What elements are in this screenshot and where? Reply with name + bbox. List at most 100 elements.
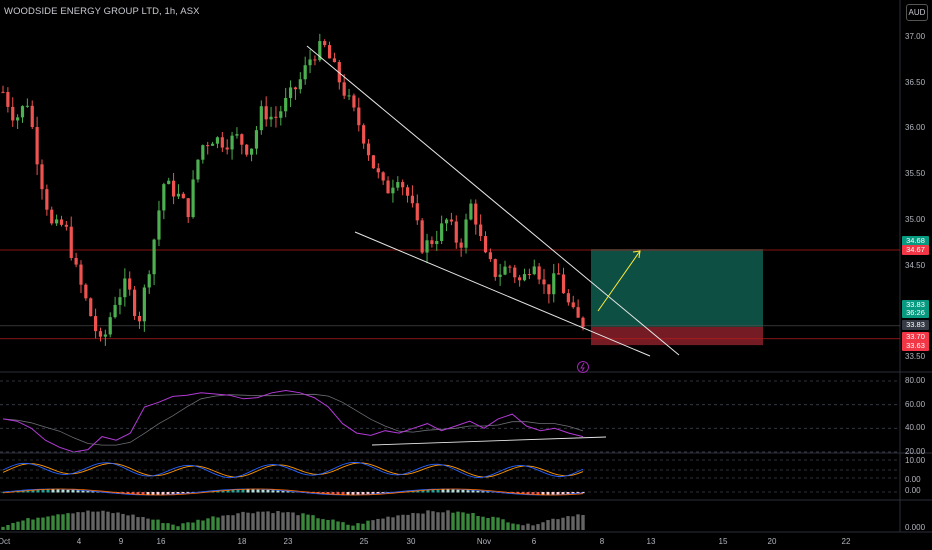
currency-button[interactable]: AUD bbox=[906, 4, 928, 21]
volume-bar bbox=[61, 514, 65, 530]
histogram-bar bbox=[471, 490, 475, 493]
volume-bar bbox=[551, 518, 555, 530]
volume-bar bbox=[96, 511, 100, 530]
candle-body bbox=[571, 302, 575, 308]
volume-bar bbox=[66, 513, 70, 530]
volume-bar bbox=[106, 511, 110, 530]
volume-bar bbox=[191, 522, 195, 530]
candle-body bbox=[474, 203, 478, 225]
price-tag: 34.67 bbox=[902, 245, 929, 255]
volume-bar bbox=[201, 520, 205, 530]
candle-body bbox=[420, 220, 424, 253]
price-tag: 33.63 bbox=[902, 341, 929, 351]
histogram-bar bbox=[381, 492, 385, 494]
histogram-bar bbox=[171, 492, 175, 495]
volume-bar bbox=[46, 516, 50, 530]
volume-bar bbox=[381, 518, 385, 530]
candle-body bbox=[454, 221, 458, 243]
candle-body bbox=[210, 143, 215, 146]
candle-body bbox=[284, 97, 288, 112]
candle-body bbox=[152, 239, 156, 275]
volume-bar bbox=[51, 515, 55, 530]
histogram-bar bbox=[546, 492, 550, 495]
candle-body bbox=[576, 307, 580, 318]
rsi-axis-label: 40.00 bbox=[905, 423, 926, 433]
histogram-bar bbox=[521, 492, 525, 495]
candle-body bbox=[532, 266, 536, 275]
candle-body bbox=[381, 172, 385, 181]
rsi-line bbox=[2, 389, 584, 453]
candle-body bbox=[274, 116, 278, 118]
histogram-bar bbox=[361, 492, 365, 495]
candle-body bbox=[123, 278, 127, 298]
volume-bar bbox=[541, 522, 545, 530]
candle-body bbox=[396, 182, 400, 188]
volume-bar bbox=[496, 517, 500, 530]
candle-body bbox=[181, 193, 185, 199]
histogram-bar bbox=[21, 490, 25, 493]
volume-bar bbox=[436, 512, 440, 530]
histogram-bar bbox=[91, 491, 95, 493]
candle-body bbox=[142, 287, 146, 322]
histogram-bar bbox=[341, 492, 345, 495]
histogram-bar bbox=[421, 490, 425, 493]
histogram-bar bbox=[376, 492, 380, 494]
volume-bar bbox=[451, 512, 455, 530]
volume-bar bbox=[116, 512, 120, 530]
candle-body bbox=[11, 106, 15, 121]
volume-bar bbox=[371, 520, 375, 530]
volume-bar bbox=[336, 521, 340, 530]
volume-bar bbox=[321, 519, 325, 530]
histogram-bar bbox=[251, 489, 255, 493]
volume-bar bbox=[31, 519, 35, 530]
target-zone bbox=[591, 249, 763, 327]
candle-body bbox=[435, 240, 439, 245]
volume-bar bbox=[246, 512, 250, 530]
histogram-bar bbox=[131, 492, 135, 495]
volume-bar bbox=[181, 523, 185, 530]
volume-bar bbox=[501, 519, 505, 530]
histogram-bar bbox=[201, 491, 205, 493]
volume-bar bbox=[356, 523, 360, 530]
volume-bar bbox=[121, 513, 125, 530]
volume-bar bbox=[576, 514, 580, 530]
candle-body bbox=[323, 41, 327, 46]
candle-body bbox=[113, 304, 117, 318]
histogram-bar bbox=[56, 489, 60, 493]
volume-bar bbox=[556, 519, 560, 530]
volume-bar bbox=[396, 515, 400, 530]
volume-bar bbox=[326, 519, 330, 530]
candle-body bbox=[245, 144, 249, 155]
histogram-bar bbox=[186, 492, 190, 494]
candle-body bbox=[30, 105, 34, 128]
volume-bar bbox=[226, 515, 230, 530]
candle-body bbox=[527, 274, 531, 276]
histogram-bar bbox=[271, 490, 275, 493]
candle-body bbox=[410, 195, 415, 204]
histogram-bar bbox=[151, 492, 155, 495]
volume-bar bbox=[426, 510, 430, 530]
candle-body bbox=[464, 219, 468, 248]
candle-body bbox=[254, 130, 259, 149]
histogram-bar bbox=[461, 489, 465, 493]
histogram-bar bbox=[556, 492, 560, 495]
alert-icon bbox=[577, 361, 589, 373]
volume-bar bbox=[416, 513, 420, 530]
histogram-bar bbox=[571, 492, 575, 494]
candle-body bbox=[425, 240, 429, 253]
volume-bar bbox=[466, 513, 470, 530]
candle-body bbox=[547, 284, 551, 295]
volume-bar bbox=[146, 518, 150, 530]
histogram-bar bbox=[266, 489, 270, 493]
volume-bar bbox=[361, 523, 365, 530]
histogram-bar bbox=[26, 490, 30, 493]
candle-body bbox=[444, 219, 449, 224]
macd-signal-line bbox=[2, 462, 584, 478]
candle-body bbox=[371, 155, 376, 169]
volume-bar bbox=[536, 524, 540, 530]
histogram-bar bbox=[581, 492, 585, 494]
histogram-bar bbox=[246, 489, 250, 493]
volume-bar bbox=[41, 517, 45, 530]
histogram-bar bbox=[136, 492, 140, 495]
